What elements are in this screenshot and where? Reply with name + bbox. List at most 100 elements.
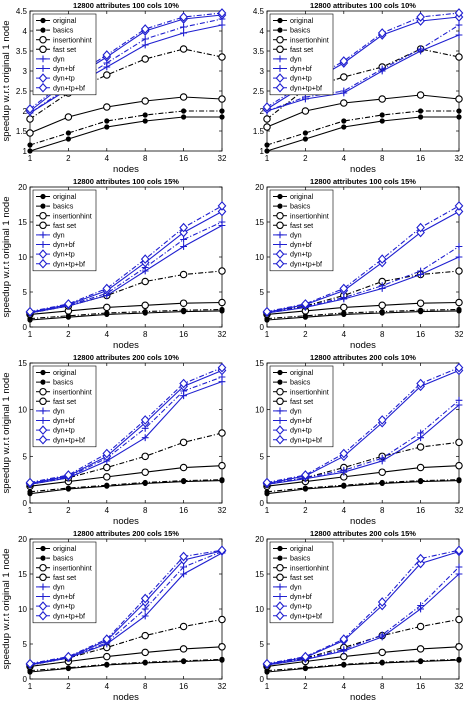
- chart-2-series-6-point-6: [455, 21, 463, 29]
- chart-8-legend-label-3: insertionhint: [290, 563, 329, 572]
- chart-4-xtick-label: 8: [380, 330, 385, 339]
- chart-7-ylabel: speedup w.r.t original 1 node: [1, 549, 12, 670]
- chart-3-series-8: [25, 201, 227, 317]
- chart-8-series-3-line: [266, 646, 460, 667]
- chart-2-series-2-point-2: [302, 130, 309, 136]
- chart-3-series-6-line: [29, 221, 223, 314]
- chart-1-legend-marker-5: [39, 55, 47, 63]
- chart-1-series-2-point-5: [181, 108, 187, 114]
- chart-1-series-1-point-1: [27, 148, 33, 154]
- chart-6-legend-marker-1: [277, 369, 283, 376]
- chart-3-legend-marker-6: [39, 241, 47, 248]
- chart-1-series-8-point-4: [140, 24, 150, 34]
- chart-2-legend-marker-6: [276, 65, 284, 72]
- chart-8-series-4-point-5: [416, 622, 425, 631]
- chart-3-series-8-line: [29, 205, 223, 313]
- chart-4-legend-marker-5: [276, 231, 284, 239]
- chart-5-series-6-line: [29, 376, 223, 485]
- chart-1-legend-label-6: dyn+bf: [53, 64, 75, 73]
- chart-7-legend-marker-4: [39, 573, 47, 582]
- chart-2-series-6-line: [266, 24, 460, 112]
- chart-4-series-1-line: [266, 310, 460, 321]
- chart-7-legend-label-3: insertionhint: [53, 563, 92, 572]
- chart-panel-2: 12800 attributes 100 cols 10% 1 2 4 8 16 32 1 1.…: [237, 0, 474, 176]
- chart-6-series-1: [264, 478, 462, 497]
- chart-3-series-5-point-5: [180, 243, 187, 250]
- chart-2-title: 12800 attributes 100 cols 10%: [310, 1, 416, 10]
- chart-3-legend-label-7: dyn+tp: [53, 250, 75, 259]
- chart-2-legend-marker-8: [275, 82, 285, 93]
- chart-4-legend-label-6: dyn+bf: [290, 240, 312, 249]
- chart-2-series-8-point-3: [339, 56, 349, 66]
- chart-8-series-6-point-5: [417, 602, 424, 609]
- chart-6-series-2: [264, 477, 462, 495]
- chart-6-legend-marker-7: [275, 425, 285, 435]
- chart-3-series-6-point-6: [218, 218, 226, 226]
- chart-7-series-3-point-5: [179, 645, 188, 653]
- chart-8-xlabel: nodes: [350, 692, 376, 703]
- chart-5-series-2-point-3: [104, 482, 110, 488]
- chart-2-series-4-point-6: [455, 53, 463, 61]
- chart-3-series-7-point-5: [179, 227, 188, 238]
- chart-4-series-6-point-4: [378, 282, 386, 290]
- chart-8-series-8-point-6: [454, 545, 464, 556]
- chart-3-series-3-point-4: [141, 301, 149, 310]
- chart-1-series-1-point-3: [104, 124, 110, 130]
- chart-8-series-3-point-4: [378, 648, 386, 657]
- chart-7-series-7-line: [29, 550, 223, 665]
- chart-3-series-2-point-5: [181, 307, 187, 313]
- chart-2-series-8-point-1: [262, 102, 272, 112]
- chart-5-series-1-line: [29, 480, 223, 495]
- chart-7-ytick-label: 10: [18, 605, 27, 614]
- chart-8-series-8-point-3: [339, 634, 349, 644]
- chart-2-xtick-label: 1: [265, 154, 270, 163]
- chart-6-ytick-label: 0: [260, 499, 265, 508]
- chart-2-series-2-line: [266, 110, 459, 146]
- chart-3-series-3-line: [29, 301, 223, 315]
- chart-4-legend-marker-8: [275, 258, 285, 269]
- chart-1-legend-label-4: fast set: [53, 45, 76, 54]
- chart-1-plot-frame: [29, 10, 223, 152]
- chart-8-series-6-point-3: [340, 646, 348, 653]
- chart-6-xtick-label: 2: [303, 506, 308, 515]
- chart-1-legend-label-8: dyn+tp+bf: [53, 83, 85, 92]
- chart-2-series-3-point-3: [340, 99, 348, 107]
- chart-4-ytick-label: 0: [260, 323, 265, 332]
- chart-1-series-4-point-6: [218, 53, 226, 61]
- chart-5-series-4-point-4: [141, 452, 149, 461]
- chart-3-series-5-line: [29, 225, 223, 314]
- chart-1-series-4-point-5: [179, 45, 188, 53]
- chart-5-xtick-label: 1: [28, 506, 33, 515]
- chart-panel-8: 12800 attributes 200 cols 15% 1 2 4 8 16 32 0 5 1…: [237, 528, 474, 704]
- chart-5-series-4-point-5: [179, 438, 188, 447]
- chart-7-svg: 12800 attributes 200 cols 15% 1 2 4 8 16 32 0 5 1…: [1, 529, 227, 703]
- chart-panel-1: 12800 attributes 100 cols 10% 1 2 4 8 16 32 1 1.…: [0, 0, 237, 176]
- chart-5-legend-label-2: basics: [53, 378, 74, 387]
- chart-5-series-2-point-4: [142, 479, 148, 486]
- chart-8-series-3-point-6: [455, 643, 463, 651]
- chart-8-series-5-point-6: [455, 570, 463, 578]
- chart-8-series-2-point-6: [456, 656, 462, 662]
- chart-2-xtick-label: 2: [303, 154, 308, 163]
- chart-1-series-3-point-1: [26, 129, 34, 137]
- chart-1-legend-marker-3: [39, 35, 47, 44]
- chart-4-series-2-point-4: [379, 309, 385, 315]
- chart-7-xtick-label: 1: [28, 682, 33, 691]
- chart-1-series-6-point-4: [141, 35, 149, 43]
- chart-8-series-8-point-1: [262, 658, 272, 669]
- chart-6-series-7-line: [266, 369, 460, 484]
- chart-8-legend-marker-7: [275, 601, 285, 611]
- chart-1-series-4: [26, 45, 226, 123]
- chart-4-legend-marker-4: [276, 221, 284, 230]
- chart-2-series-1-line: [266, 116, 459, 152]
- chart-2-series-4-line: [266, 48, 460, 120]
- chart-2-series-3-point-1: [263, 123, 271, 131]
- chart-7-legend-marker-6: [39, 593, 47, 600]
- chart-5-series-8: [25, 362, 227, 488]
- chart-3-xtick-label: 16: [179, 330, 188, 339]
- chart-panel-4: 12800 attributes 100 cols 15% 1 2 4 8 16 32 0 5 1…: [237, 176, 474, 352]
- chart-6-series-8-point-2: [301, 470, 310, 480]
- chart-6-series-2-point-4: [379, 479, 385, 486]
- chart-8-xtick-label: 2: [303, 682, 308, 691]
- chart-4-legend-marker-6: [276, 241, 284, 248]
